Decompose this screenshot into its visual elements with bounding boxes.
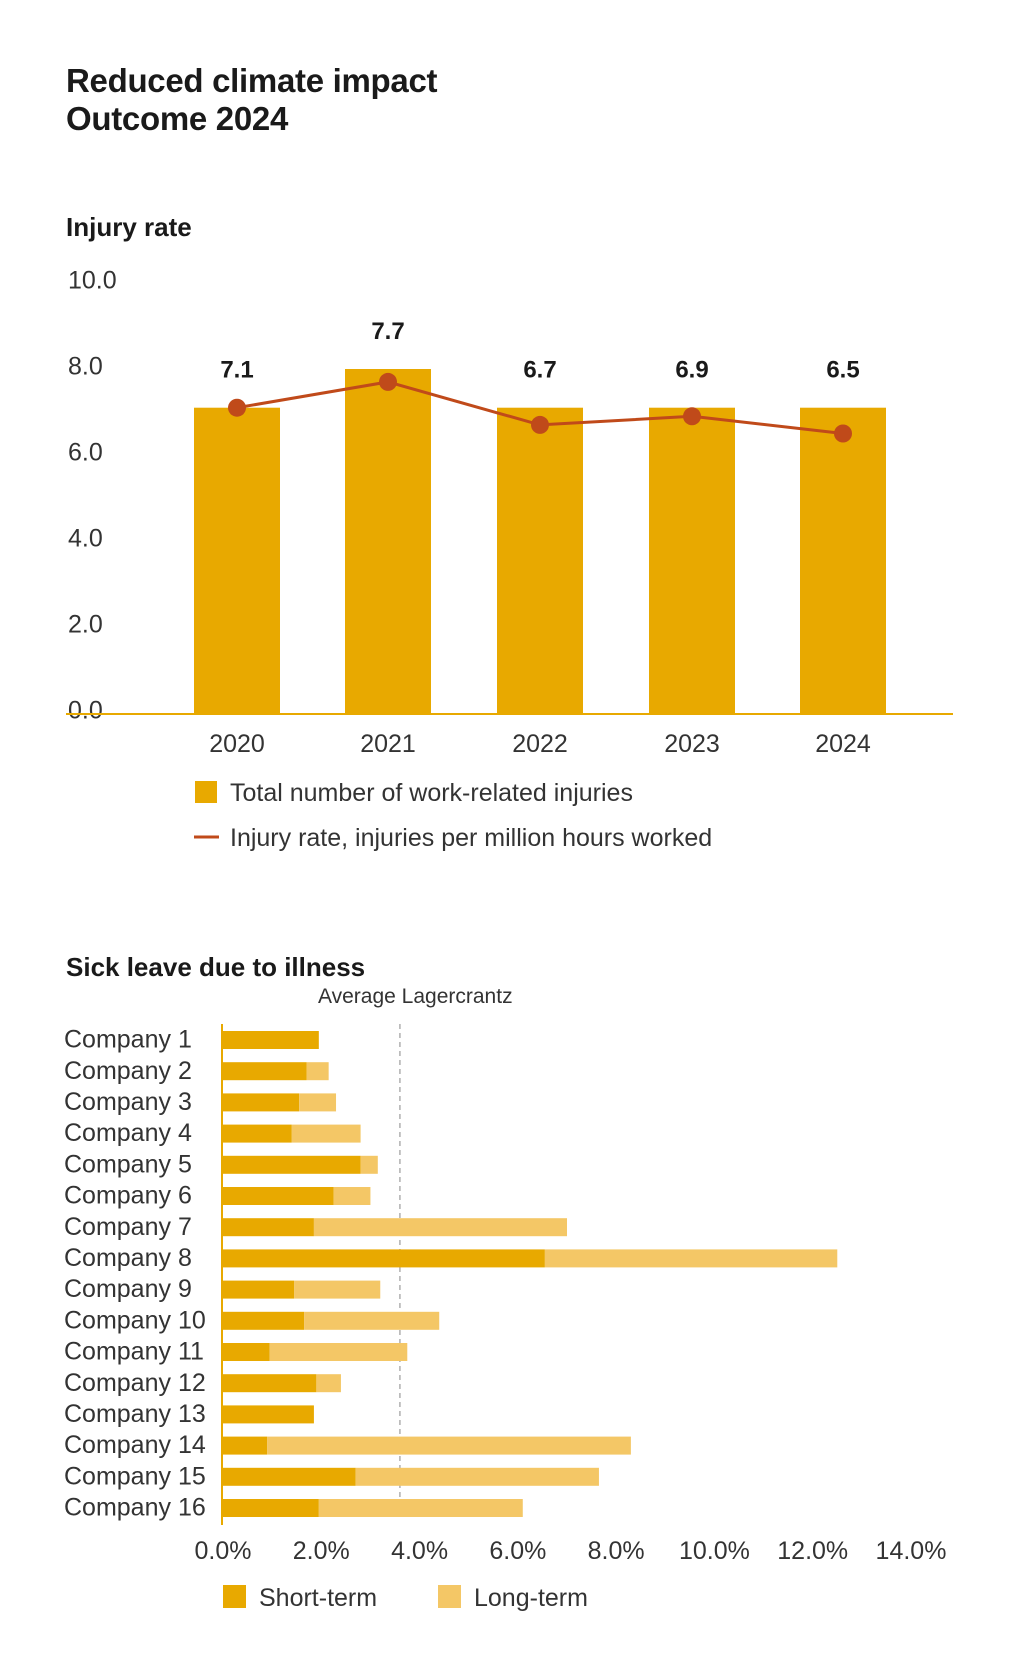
injury-bar [497, 407, 583, 713]
long-term-bar [318, 1499, 523, 1517]
long-term-bar [313, 1218, 567, 1237]
x-tick-label: 14.0% [876, 1537, 947, 1565]
long-term-bar [544, 1249, 838, 1268]
long-term-bar [333, 1187, 371, 1205]
legend-short-term-swatch [223, 1585, 246, 1608]
y-tick-label: 8.0 [68, 353, 103, 381]
company-label: Company 16 [64, 1494, 206, 1522]
company-label: Company 11 [64, 1338, 204, 1366]
x-tick-label: 2024 [815, 730, 871, 758]
legend-short-term-label: Short-term [259, 1584, 377, 1612]
page-title: Reduced climate impact Outcome 2024 [66, 62, 438, 138]
long-term-bar [304, 1311, 440, 1330]
x-tick-label: 4.0% [391, 1537, 448, 1565]
x-tick-label: 6.0% [489, 1537, 546, 1565]
long-term-bar [267, 1436, 631, 1455]
company-label: Company 7 [64, 1213, 192, 1241]
company-label: Company 5 [64, 1150, 192, 1178]
short-term-bar [223, 1374, 317, 1393]
y-tick-label: 10.0 [68, 267, 117, 295]
company-label: Company 1 [64, 1026, 192, 1054]
data-label: 6.7 [523, 357, 556, 384]
x-tick-label: 2022 [512, 730, 568, 758]
company-label: Company 14 [64, 1431, 206, 1459]
company-label: Company 6 [64, 1182, 192, 1210]
company-label: Company 10 [64, 1306, 206, 1334]
company-label: Company 2 [64, 1057, 192, 1085]
injury-bar [345, 369, 431, 713]
short-term-bar [223, 1311, 305, 1330]
legend-line-label: Injury rate, injuries per million hours … [230, 824, 712, 852]
x-tick-label: 12.0% [777, 1537, 848, 1565]
y-tick-label: 2.0 [68, 611, 103, 639]
y-tick-label: 6.0 [68, 439, 103, 467]
data-label: 7.7 [371, 318, 404, 345]
short-term-bar [223, 1280, 295, 1299]
short-term-bar [223, 1436, 268, 1455]
short-term-bar [223, 1062, 307, 1081]
short-term-bar [223, 1405, 314, 1424]
company-label: Company 13 [64, 1400, 206, 1428]
data-label: 6.5 [826, 357, 859, 384]
short-term-bar [223, 1155, 361, 1174]
x-tick-label: 2023 [664, 730, 720, 758]
x-tick-label: 2020 [209, 730, 265, 758]
long-term-bar [306, 1062, 329, 1081]
long-term-bar [299, 1093, 337, 1112]
long-term-bar [291, 1124, 361, 1143]
y-tick-label: 0.0 [68, 697, 103, 725]
short-term-bar [223, 1031, 319, 1049]
company-label: Company 4 [64, 1119, 192, 1147]
x-tick-label: 10.0% [679, 1537, 750, 1565]
short-term-bar [223, 1124, 292, 1143]
legend-bar-label: Total number of work-related injuries [230, 779, 633, 807]
injury-chart-title: Injury rate [66, 212, 192, 242]
x-tick-label: 2.0% [293, 1537, 350, 1565]
short-term-bar [223, 1343, 270, 1361]
short-term-bar [223, 1218, 314, 1237]
short-term-bar [223, 1249, 545, 1268]
injury-bar [800, 407, 886, 713]
short-term-bar [223, 1499, 319, 1517]
injury-rate-chart: 10.0 8.0 6.0 4.0 2.0 0.0 7.1 7.7 6.7 6.9 6.5 2020 20… [66, 267, 953, 852]
short-term-bar [223, 1093, 300, 1112]
injury-rate-point [834, 424, 852, 443]
injury-bar [649, 407, 735, 713]
company-label: Company 9 [64, 1275, 192, 1303]
injury-bar [194, 407, 280, 713]
company-label: Company 3 [64, 1088, 192, 1116]
page-title-line2: Outcome 2024 [66, 100, 289, 137]
long-term-bar [360, 1155, 378, 1174]
injury-rate-point [228, 398, 246, 417]
x-tick-label: 8.0% [588, 1537, 645, 1565]
short-term-bar [223, 1187, 334, 1205]
x-tick-label: 0.0% [195, 1537, 252, 1565]
x-tick-label: 2021 [360, 730, 416, 758]
long-term-bar [316, 1374, 341, 1393]
legend-long-term-swatch [438, 1585, 461, 1608]
short-term-bar [223, 1467, 356, 1486]
legend-bar-swatch [195, 781, 217, 803]
long-term-bar [294, 1280, 381, 1299]
company-label: Company 8 [64, 1244, 192, 1272]
page-title-line1: Reduced climate impact [66, 62, 438, 99]
long-term-bar [355, 1467, 599, 1486]
data-label: 7.1 [220, 357, 253, 384]
sick-leave-chart-title: Sick leave due to illness [66, 952, 366, 982]
company-label: Company 15 [64, 1462, 206, 1490]
injury-rate-point [683, 407, 701, 426]
injury-rate-point [531, 415, 549, 434]
y-tick-label: 4.0 [68, 525, 103, 553]
company-label: Company 12 [64, 1369, 206, 1397]
long-term-bar [269, 1343, 408, 1361]
legend-long-term-label: Long-term [474, 1584, 588, 1612]
data-label: 6.9 [675, 357, 708, 384]
injury-rate-point [379, 372, 397, 391]
average-annotation: Average Lagercrantz [318, 985, 513, 1008]
